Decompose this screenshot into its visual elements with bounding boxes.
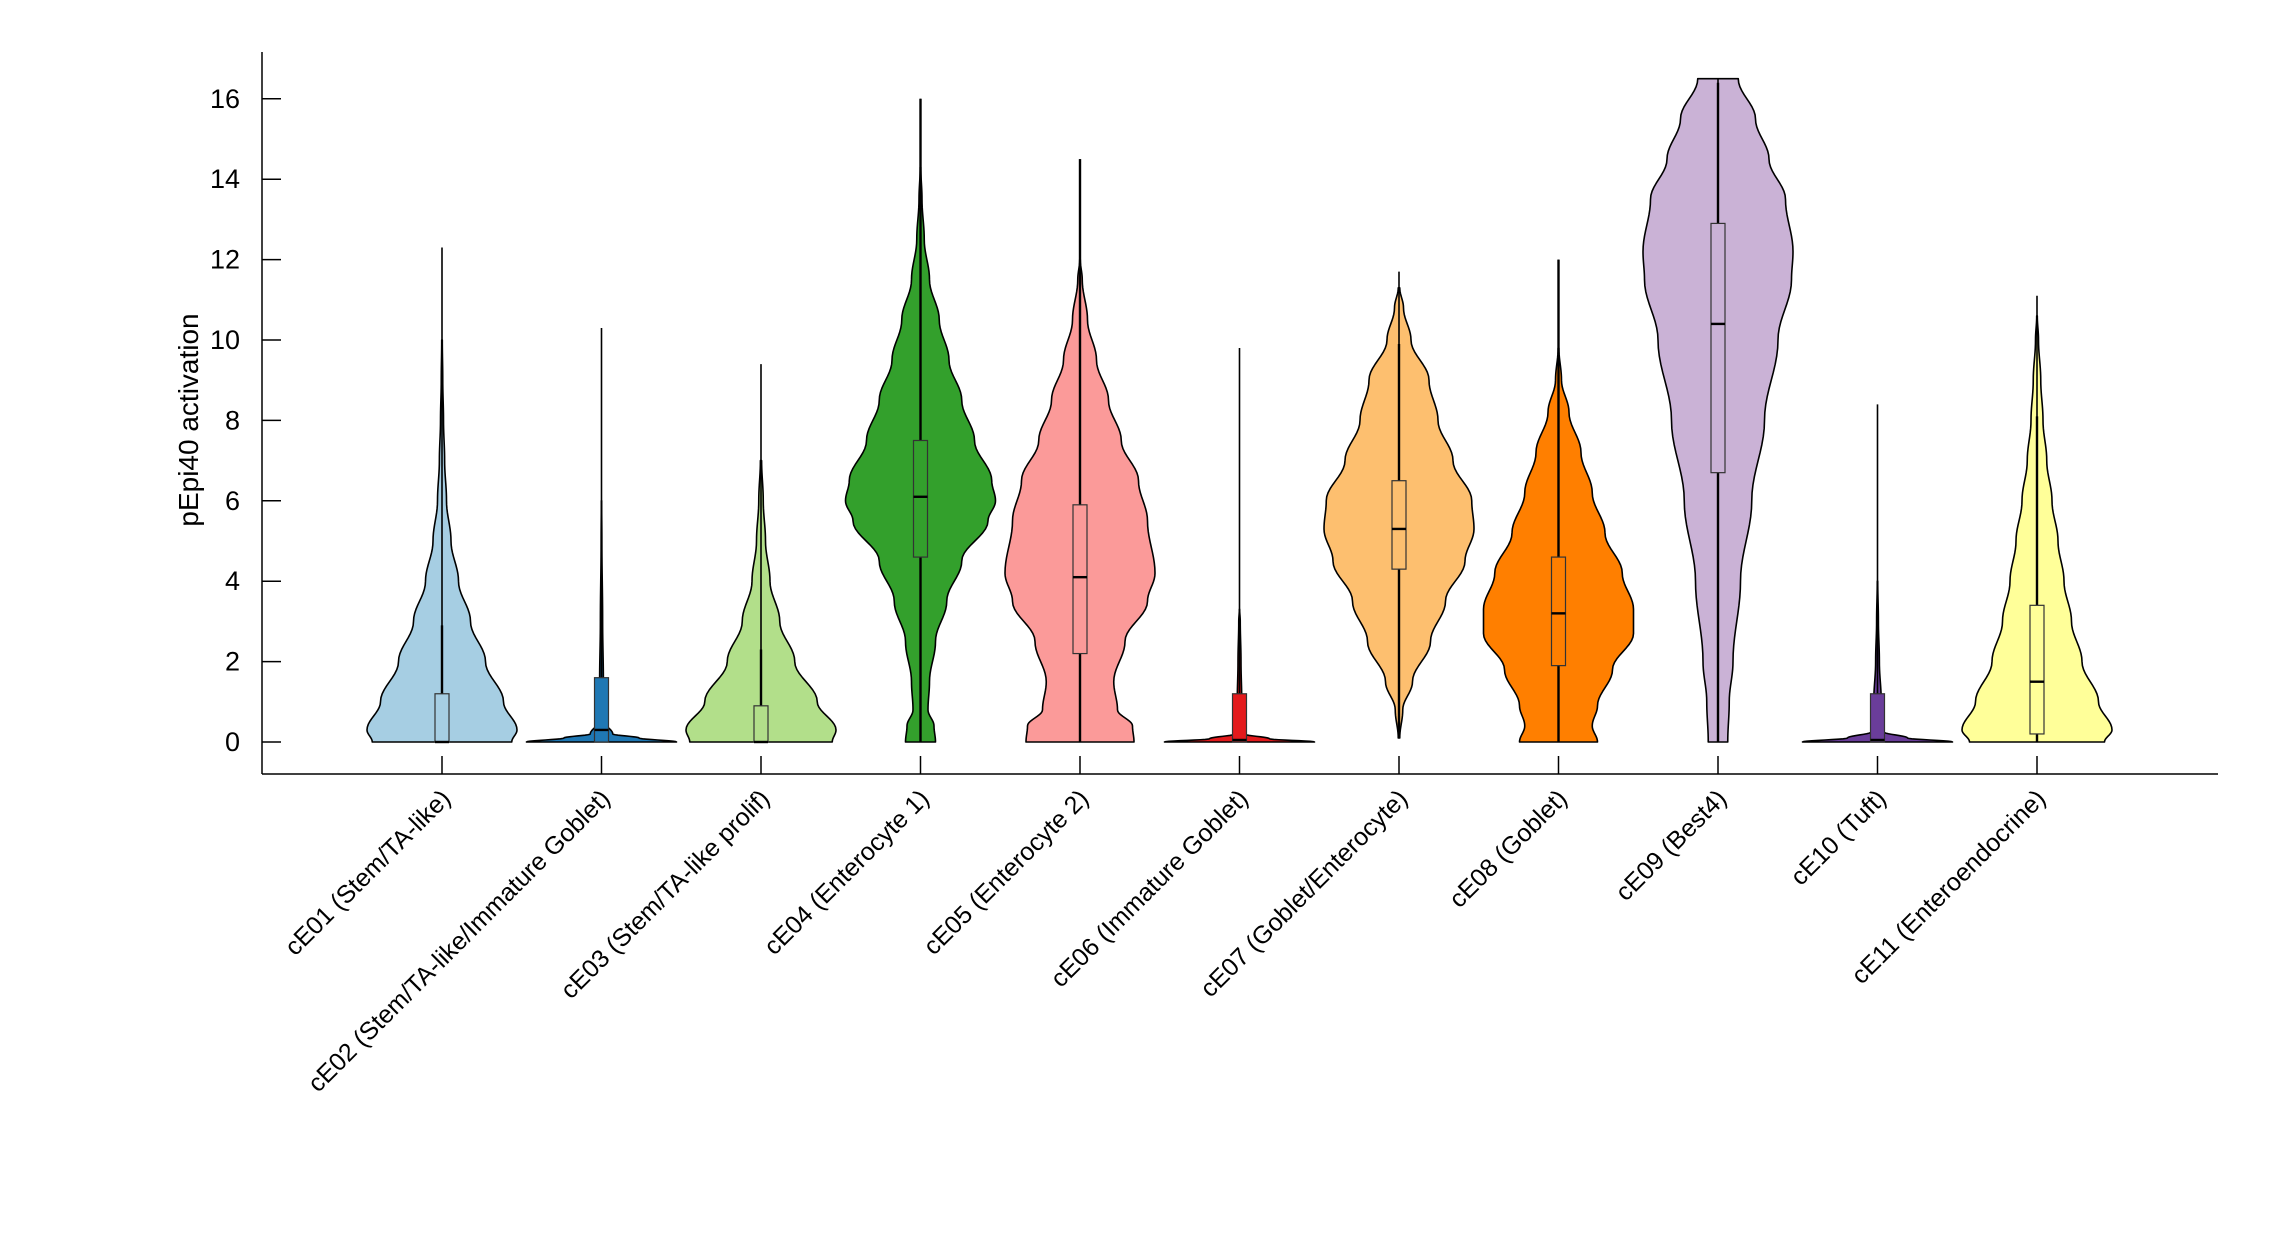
violin-11 — [1961, 295, 2113, 743]
x-tick-label: cE05 (Enterocyte 2) — [918, 784, 1094, 960]
y-tick-label: 0 — [225, 727, 240, 757]
violin-7 — [1323, 271, 1475, 739]
iqr-box — [1550, 556, 1567, 667]
violin-3 — [685, 364, 837, 744]
y-ticks: 0 2 4 6 8 10 12 14 16 — [210, 84, 281, 757]
x-ticks: cE01 (Stem/TA-like)cE02 (Stem/TA-like/Im… — [280, 756, 2051, 1098]
x-tick-label: cE10 (Tuft) — [1785, 784, 1892, 891]
y-tick-label: 2 — [225, 647, 240, 677]
y-tick-label: 10 — [210, 325, 240, 355]
iqr-box — [1869, 693, 1886, 743]
violin-6 — [1163, 348, 1316, 743]
y-tick-label: 12 — [210, 245, 240, 275]
y-tick-label: 8 — [225, 405, 240, 435]
violin-10 — [1801, 404, 1954, 743]
x-tick-label: cE02 (Stem/TA-like/Immature Goblet) — [303, 784, 616, 1097]
y-tick-label: 14 — [210, 164, 240, 194]
x-tick-label: cE04 (Enterocyte 1) — [759, 784, 935, 960]
iqr-box — [1391, 480, 1407, 570]
x-tick-label: cE08 (Goblet) — [1444, 784, 1573, 913]
x-tick-label: cE01 (Stem/TA-like) — [280, 784, 457, 961]
violin-9 — [1642, 77, 1794, 743]
iqr-box — [2029, 604, 2045, 735]
iqr-box — [1231, 693, 1248, 743]
x-tick-label: cE09 (Best4) — [1610, 784, 1732, 906]
iqr-box — [1072, 504, 1088, 655]
y-tick-label: 6 — [225, 486, 240, 516]
iqr-box — [753, 705, 769, 743]
violin-1 — [366, 247, 518, 744]
violin-8 — [1482, 259, 1635, 743]
y-tick-label: 4 — [225, 566, 240, 596]
violins-layer — [366, 77, 2113, 744]
iqr-box — [1710, 222, 1726, 474]
violin-2 — [525, 327, 678, 743]
iqr-box — [593, 677, 610, 743]
iqr-box — [434, 693, 450, 743]
violin-4 — [844, 98, 997, 743]
y-tick-label: 16 — [210, 84, 240, 114]
y-axis-title: pEpi40 activation — [173, 313, 204, 526]
violin-5 — [1004, 159, 1156, 743]
iqr-box — [912, 439, 929, 558]
